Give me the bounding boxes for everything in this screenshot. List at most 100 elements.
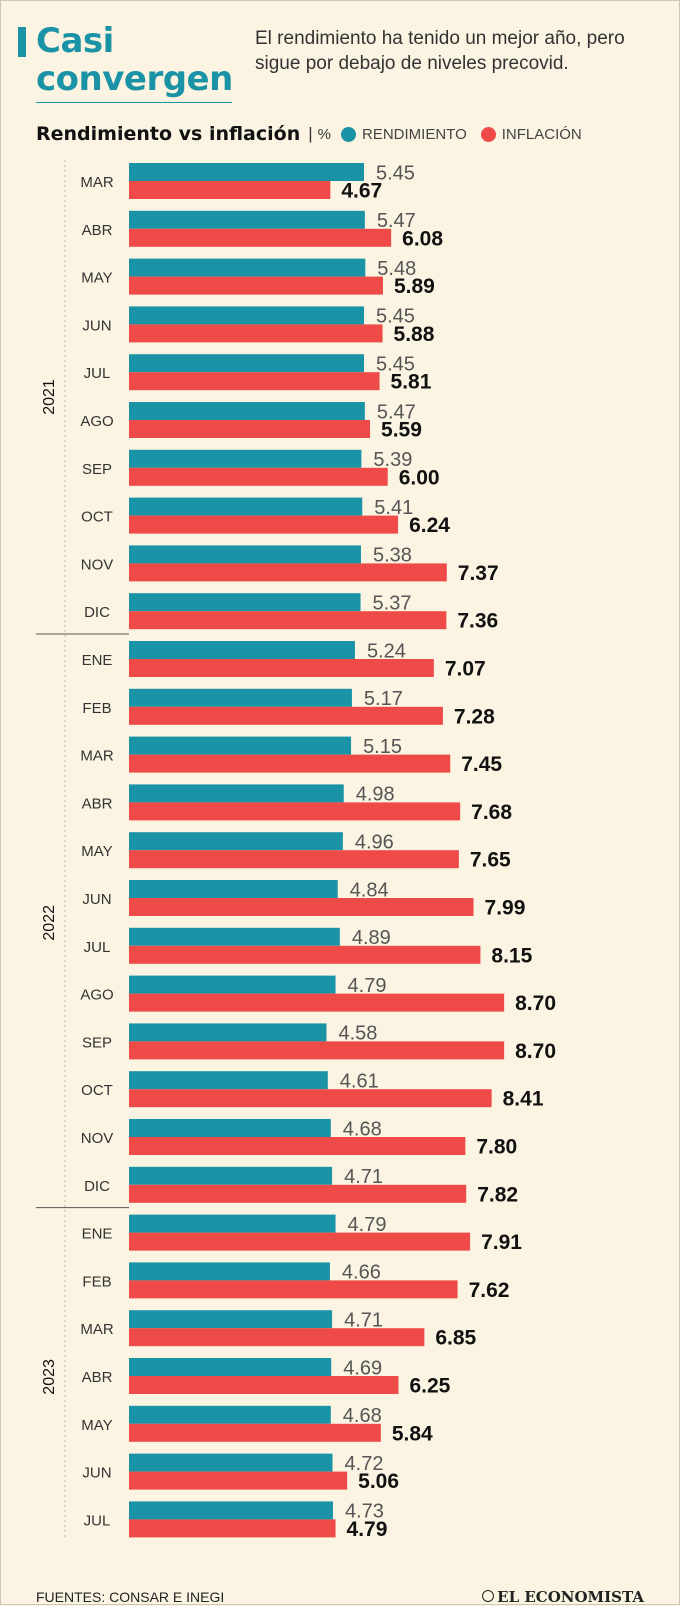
bar-inflacion [129, 515, 399, 534]
data-label-rendimiento: 4.71 [344, 1166, 383, 1188]
bar-inflacion [129, 898, 474, 916]
bar-rendimiento [129, 593, 361, 612]
month-label: MAR [80, 748, 114, 765]
data-label-inflacion: 7.62 [469, 1279, 510, 1302]
data-label-inflacion: 6.08 [402, 227, 443, 250]
bar-inflacion [129, 181, 331, 199]
data-label-inflacion: 7.82 [477, 1183, 518, 1206]
data-label-rendimiento: 4.73 [345, 1501, 384, 1523]
month-label: SEP [82, 461, 112, 478]
data-label-rendimiento: 4.79 [348, 975, 387, 997]
data-label-rendimiento: 5.41 [374, 497, 413, 519]
data-label-inflacion: 4.67 [341, 180, 382, 203]
data-label-inflacion: 7.65 [470, 849, 511, 872]
month-label: ABR [82, 795, 113, 812]
data-label-inflacion: 7.36 [457, 610, 498, 633]
month-label: FEB [82, 1273, 111, 1290]
brand-logo: EL ECONOMISTA [482, 1589, 644, 1605]
data-label-rendimiento: 5.37 [373, 592, 412, 614]
bar-rendimiento [129, 688, 352, 707]
data-label-rendimiento: 5.47 [377, 210, 416, 232]
bar-rendimiento [129, 258, 366, 277]
data-label-rendimiento: 5.24 [367, 640, 406, 662]
bar-inflacion [129, 945, 481, 964]
bar-inflacion [129, 1232, 471, 1251]
title-underline [36, 102, 232, 103]
bar-rendimiento [129, 449, 362, 468]
data-label-inflacion: 5.06 [358, 1470, 399, 1493]
data-label-rendimiento: 4.98 [356, 784, 395, 806]
data-label-inflacion: 4.79 [347, 1518, 388, 1541]
month-label: NOV [81, 556, 114, 573]
year-label-2021: 2021 [41, 379, 58, 415]
bar-inflacion [129, 372, 380, 391]
data-label-inflacion: 6.25 [409, 1375, 450, 1398]
bar-rendimiento [129, 210, 365, 229]
bar-inflacion [129, 276, 383, 295]
data-label-rendimiento: 4.84 [350, 879, 389, 901]
bar-inflacion [129, 611, 447, 630]
data-label-rendimiento: 4.68 [343, 1405, 382, 1427]
month-label: JUL [84, 939, 111, 956]
bar-inflacion [129, 1423, 381, 1442]
bar-rendimiento [129, 975, 336, 994]
bar-inflacion [129, 1519, 336, 1538]
month-label: AGO [80, 413, 113, 430]
bar-rendimiento [129, 306, 364, 325]
bar-inflacion [129, 228, 392, 247]
bar-inflacion [129, 563, 447, 582]
data-label-inflacion: 7.68 [471, 801, 512, 824]
legend-inflacion-marker [480, 126, 496, 142]
year-label-2023: 2023 [41, 1359, 58, 1395]
bar-rendimiento [129, 927, 340, 946]
data-label-inflacion: 7.37 [458, 562, 499, 585]
data-label-rendimiento: 5.39 [373, 449, 412, 471]
bar-rendimiento [129, 1214, 336, 1233]
data-label-inflacion: 5.89 [394, 275, 435, 298]
month-label: MAR [80, 174, 114, 191]
page-subtitle: El rendimiento ha tenido un mejor año, p… [255, 28, 625, 74]
data-label-rendimiento: 4.96 [355, 831, 394, 853]
data-label-inflacion: 8.15 [491, 944, 532, 967]
data-label-rendimiento: 5.45 [376, 306, 415, 328]
bar-inflacion [129, 659, 434, 677]
data-label-inflacion: 7.28 [454, 705, 495, 728]
chart-heading-row: Rendimiento vs inflación | % RENDIMIENTO… [36, 121, 596, 147]
page-title: Casi convergen [36, 21, 233, 99]
data-label-inflacion: 8.70 [515, 1040, 556, 1063]
bar-rendimiento [129, 641, 355, 659]
data-label-inflacion: 6.00 [399, 466, 440, 489]
bar-inflacion [129, 1089, 492, 1108]
bar-inflacion [129, 1041, 505, 1060]
bar-rendimiento [129, 1453, 333, 1472]
chart-unit: % [317, 125, 332, 143]
month-label: FEB [82, 700, 111, 717]
data-label-rendimiento: 4.72 [345, 1453, 384, 1475]
data-label-rendimiento: 4.69 [343, 1357, 382, 1379]
bar-rendimiento [129, 1071, 328, 1090]
month-label: OCT [81, 1082, 113, 1099]
sources-note: FUENTES: CONSAR E INEGI [36, 1589, 225, 1605]
heading-separator: | [308, 124, 313, 143]
data-label-rendimiento: 4.61 [340, 1070, 379, 1092]
bar-rendimiento [129, 832, 343, 851]
bar-rendimiento [129, 163, 364, 181]
data-label-inflacion: 7.07 [445, 658, 486, 681]
data-label-rendimiento: 5.38 [373, 545, 412, 567]
data-label-rendimiento: 5.17 [364, 688, 403, 710]
bar-rendimiento [129, 1119, 331, 1137]
month-label: ABR [82, 1369, 113, 1386]
bar-rendimiento [129, 1405, 331, 1424]
bar-rendimiento [129, 545, 361, 564]
data-label-inflacion: 7.45 [461, 753, 502, 776]
data-label-inflacion: 5.84 [392, 1422, 433, 1445]
bar-inflacion [129, 993, 505, 1012]
bar-inflacion [129, 324, 383, 343]
bar-rendimiento [129, 880, 338, 898]
data-label-rendimiento: 4.71 [344, 1309, 383, 1331]
month-label: JUL [84, 365, 111, 382]
bar-rendimiento [129, 1166, 333, 1185]
month-label: JUL [84, 1512, 111, 1529]
data-label-rendimiento: 5.45 [376, 353, 415, 375]
